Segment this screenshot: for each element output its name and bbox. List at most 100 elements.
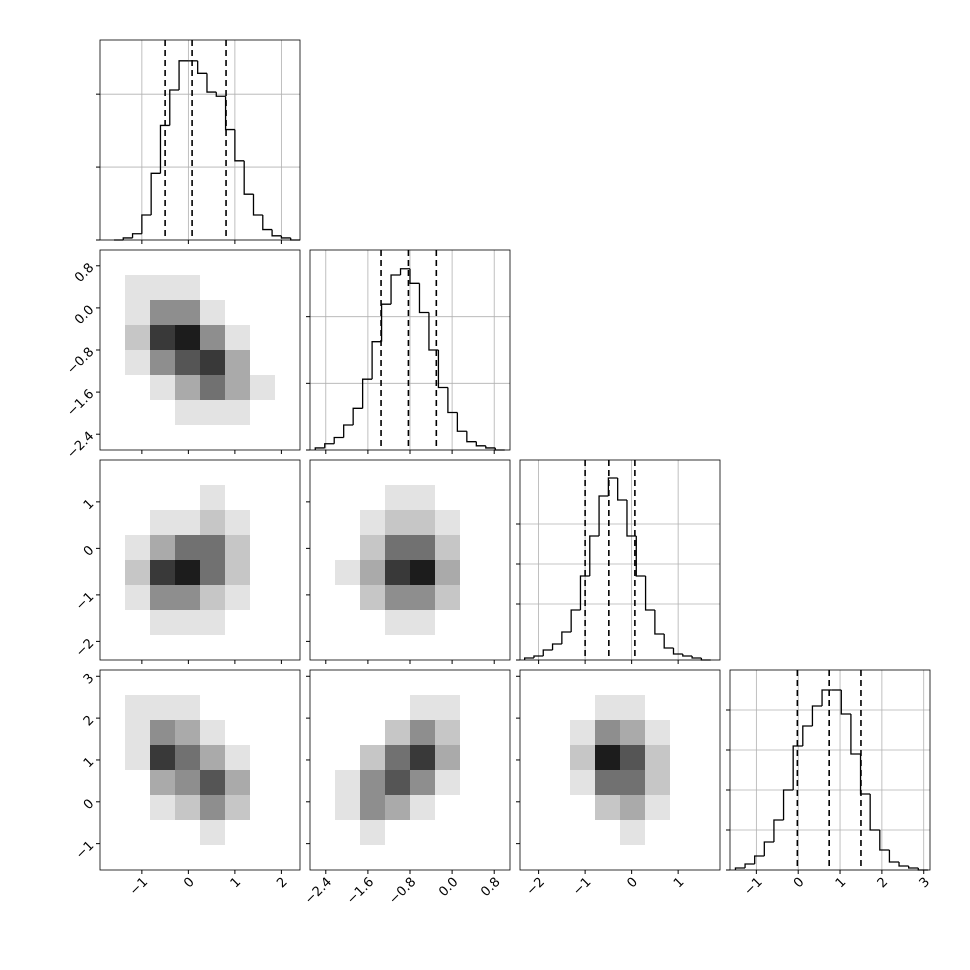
density-cell	[250, 300, 276, 326]
density-cell	[100, 250, 126, 276]
density-cell	[545, 720, 571, 746]
histogram-step	[215, 92, 226, 97]
density-cell	[100, 325, 126, 351]
density-cell	[175, 720, 201, 746]
density-cell	[310, 535, 336, 561]
density-cell	[485, 745, 511, 771]
density-cell	[520, 770, 546, 796]
density-cell	[670, 720, 696, 746]
density-cell	[360, 820, 386, 846]
density-cell	[225, 720, 251, 746]
density-cell	[595, 845, 621, 871]
density-cell	[275, 820, 301, 846]
density-cell	[335, 845, 361, 871]
density-cell	[100, 795, 126, 821]
density-cell	[125, 610, 151, 636]
density-cell	[225, 300, 251, 326]
density-cell	[520, 695, 546, 721]
x-tick-label: 1	[833, 875, 849, 891]
density-cell	[175, 795, 201, 821]
density-cell	[200, 425, 226, 451]
density-cell	[125, 425, 151, 451]
x-tick-label: 0	[624, 875, 640, 891]
density-cell	[460, 820, 486, 846]
density-cell	[225, 485, 251, 511]
density-cell	[225, 510, 251, 536]
density-cell	[335, 635, 361, 661]
panel-frame	[519, 669, 721, 871]
panel-frame	[99, 39, 301, 241]
density-cell	[125, 745, 151, 771]
x-tick-label: −1	[127, 875, 151, 899]
density-cell	[570, 670, 596, 696]
density-cell	[570, 695, 596, 721]
density-cell	[360, 560, 386, 586]
density-cell	[275, 845, 301, 871]
histogram-step	[150, 172, 161, 215]
histogram-step	[691, 656, 702, 659]
density-cell	[645, 770, 671, 796]
histogram-step	[122, 237, 133, 240]
density-cell	[150, 635, 176, 661]
density-cell	[250, 425, 276, 451]
histogram-step	[561, 631, 572, 644]
density-cell	[595, 820, 621, 846]
histogram-step	[859, 754, 871, 795]
density-cell	[225, 275, 251, 301]
density-cell	[200, 350, 226, 376]
density-cell	[335, 585, 361, 611]
y-tick-label: −0.8	[64, 345, 97, 378]
density-cell	[385, 695, 411, 721]
density-cell	[385, 535, 411, 561]
density-cell	[435, 770, 461, 796]
density-cell	[275, 535, 301, 561]
histogram-step	[197, 60, 207, 74]
histogram-step	[908, 866, 919, 869]
density-cell	[595, 695, 621, 721]
density-cell	[175, 585, 201, 611]
density-cell	[125, 585, 151, 611]
density-cell	[545, 820, 571, 846]
density-cell	[225, 845, 251, 871]
density-cell	[385, 485, 411, 511]
density-cell	[620, 820, 646, 846]
density-cell	[435, 485, 461, 511]
density-cell	[175, 845, 201, 871]
x-tick-label: −1.6	[344, 875, 377, 908]
y-tick-label: 0	[81, 796, 97, 812]
density-cell	[545, 845, 571, 871]
histogram-step	[617, 478, 627, 501]
density-cell	[250, 720, 276, 746]
density-cell	[175, 400, 201, 426]
density-cell	[150, 510, 176, 536]
density-cell	[225, 670, 251, 696]
histogram-step	[343, 424, 354, 438]
y-tick-label: 0	[81, 543, 97, 559]
density-cell	[645, 695, 671, 721]
histogram-step	[898, 862, 909, 867]
density-cell	[360, 845, 386, 871]
density-cell	[485, 670, 511, 696]
density-cell	[460, 770, 486, 796]
density-cell	[670, 745, 696, 771]
density-cell	[435, 610, 461, 636]
y-tick-label: −2	[73, 636, 97, 660]
density-cell	[620, 795, 646, 821]
density-cell	[460, 610, 486, 636]
density-cell	[250, 375, 276, 401]
density-cell	[150, 560, 176, 586]
density-cell	[125, 560, 151, 586]
density-cell	[150, 400, 176, 426]
density-cell	[150, 795, 176, 821]
density-cell	[225, 770, 251, 796]
density-cell	[435, 510, 461, 536]
density-cell	[200, 635, 226, 661]
density-cell	[125, 635, 151, 661]
histogram-step	[869, 794, 880, 831]
density-cell	[485, 635, 511, 661]
histogram-step	[456, 412, 467, 432]
density-cell	[360, 610, 386, 636]
density-cell	[410, 560, 436, 586]
histogram-step	[409, 268, 420, 284]
x-tick-label: −1	[570, 875, 594, 899]
